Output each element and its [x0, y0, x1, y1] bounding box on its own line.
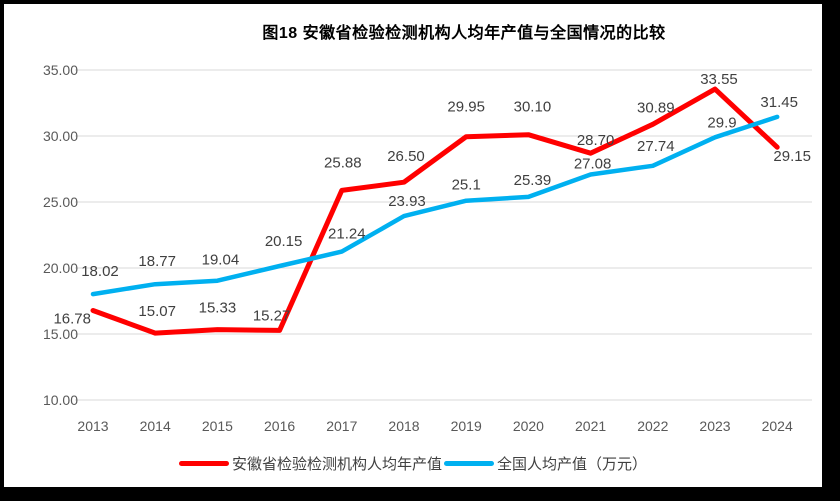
legend-label-national: 全国人均产值（万元）: [497, 456, 648, 473]
data-label: 25.39: [514, 172, 552, 189]
data-label: 23.93: [388, 193, 426, 210]
data-label: 28.70: [577, 132, 615, 149]
y-axis-tick-label: 20.00: [43, 260, 78, 276]
x-axis-tick-label: 2013: [77, 418, 108, 434]
data-label: 25.88: [324, 154, 362, 171]
legend-item-anhui: 安徽省检验检测机构人均年产值: [178, 453, 442, 474]
chart-canvas: 图18 安徽省检验检测机构人均年产值与全国情况的比较 35.00 30.00 25.…: [4, 4, 822, 487]
y-axis-tick-label: 15.00: [43, 326, 78, 342]
data-label: 15.07: [138, 303, 176, 320]
data-label: 33.55: [700, 71, 738, 88]
chart-legend: 安徽省检验检测机构人均年产值 全国人均产值（万元）: [4, 453, 822, 474]
data-label: 27.74: [637, 138, 675, 155]
data-label: 29.95: [447, 99, 485, 116]
x-axis-tick-label: 2019: [451, 418, 482, 434]
legend-label-anhui: 安徽省检验检测机构人均年产值: [231, 456, 442, 473]
data-label: 21.24: [328, 226, 366, 243]
data-label: 30.10: [514, 99, 552, 116]
red-line-swatch: [178, 461, 229, 466]
y-axis-tick-label: 10.00: [43, 392, 78, 408]
legend-item-national: 全国人均产值（万元）: [444, 453, 647, 474]
data-label: 29.15: [773, 148, 811, 165]
line-chart-plot: 35.00 30.00 25.00 20.00 15.00 10.00 2013 2014 20…: [43, 62, 812, 434]
data-label: 18.02: [81, 263, 119, 280]
x-axis-tick-label: 2023: [699, 418, 730, 434]
x-axis-tick-label: 2014: [140, 418, 171, 434]
x-axis-tick-label: 2018: [388, 418, 419, 434]
data-label: 19.04: [202, 252, 240, 269]
y-axis-tick-label: 25.00: [43, 194, 78, 210]
data-label: 15.27: [253, 307, 291, 324]
y-axis-tick-label: 35.00: [43, 62, 78, 78]
x-axis-tick-label: 2022: [637, 418, 668, 434]
data-label: 29.9: [707, 114, 736, 131]
x-axis-tick-label: 2020: [513, 418, 544, 434]
series-line-0: [90, 86, 780, 336]
x-axis-tick-label: 2017: [326, 418, 357, 434]
data-label: 18.77: [138, 253, 176, 270]
data-label: 27.08: [574, 156, 612, 173]
x-axis-tick-label: 2024: [762, 418, 793, 434]
data-label: 15.33: [199, 300, 237, 317]
data-label: 31.45: [760, 94, 798, 111]
data-label: 20.15: [265, 233, 303, 250]
x-axis-tick-label: 2015: [202, 418, 233, 434]
y-axis-tick-label: 30.00: [43, 128, 78, 144]
data-label: 26.50: [387, 148, 425, 165]
x-axis-tick-label: 2021: [575, 418, 606, 434]
blue-line-swatch: [444, 461, 494, 466]
x-axis-tick-label: 2016: [264, 418, 295, 434]
data-label: 16.78: [53, 311, 91, 328]
chart-title: 图18 安徽省检验检测机构人均年产值与全国情况的比较: [262, 25, 666, 42]
series-line-1: [90, 114, 780, 297]
data-label: 30.89: [637, 99, 675, 116]
data-label: 25.1: [452, 177, 481, 194]
